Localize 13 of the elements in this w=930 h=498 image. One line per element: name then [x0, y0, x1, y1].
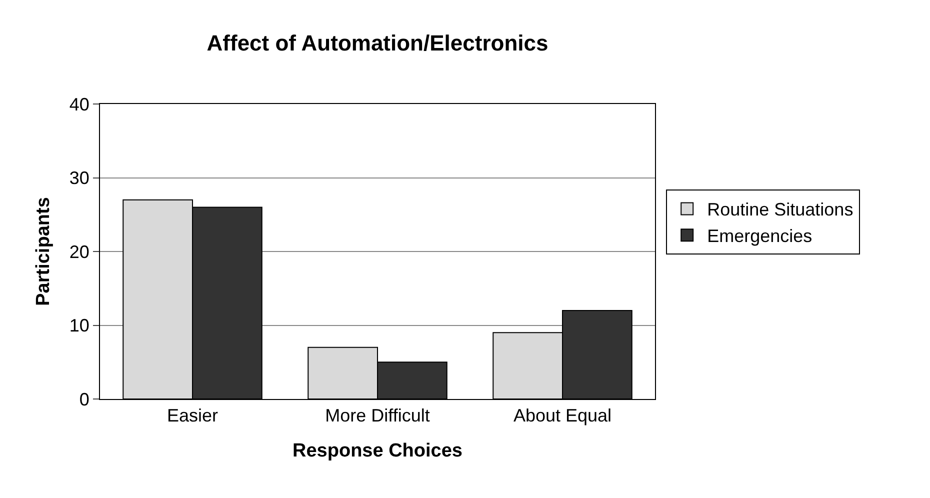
y-tick-label: 30: [69, 168, 90, 188]
x-tick-label: Easier: [166, 406, 218, 426]
x-tick-label: About Equal: [513, 406, 612, 426]
x-axis-title: Response Choices: [292, 440, 462, 462]
y-tick-label: 40: [69, 94, 90, 114]
y-axis-title: Participants: [33, 197, 54, 306]
legend-label: Emergencies: [707, 226, 812, 246]
y-tick-label: 0: [79, 389, 90, 410]
y-tick-label: 10: [69, 316, 90, 336]
y-tick-label: 20: [69, 242, 90, 262]
legend-label: Routine Situations: [707, 200, 854, 220]
x-tick-label: More Difficult: [325, 406, 430, 426]
chart-title: Affect of Automation/Electronics: [206, 30, 548, 56]
